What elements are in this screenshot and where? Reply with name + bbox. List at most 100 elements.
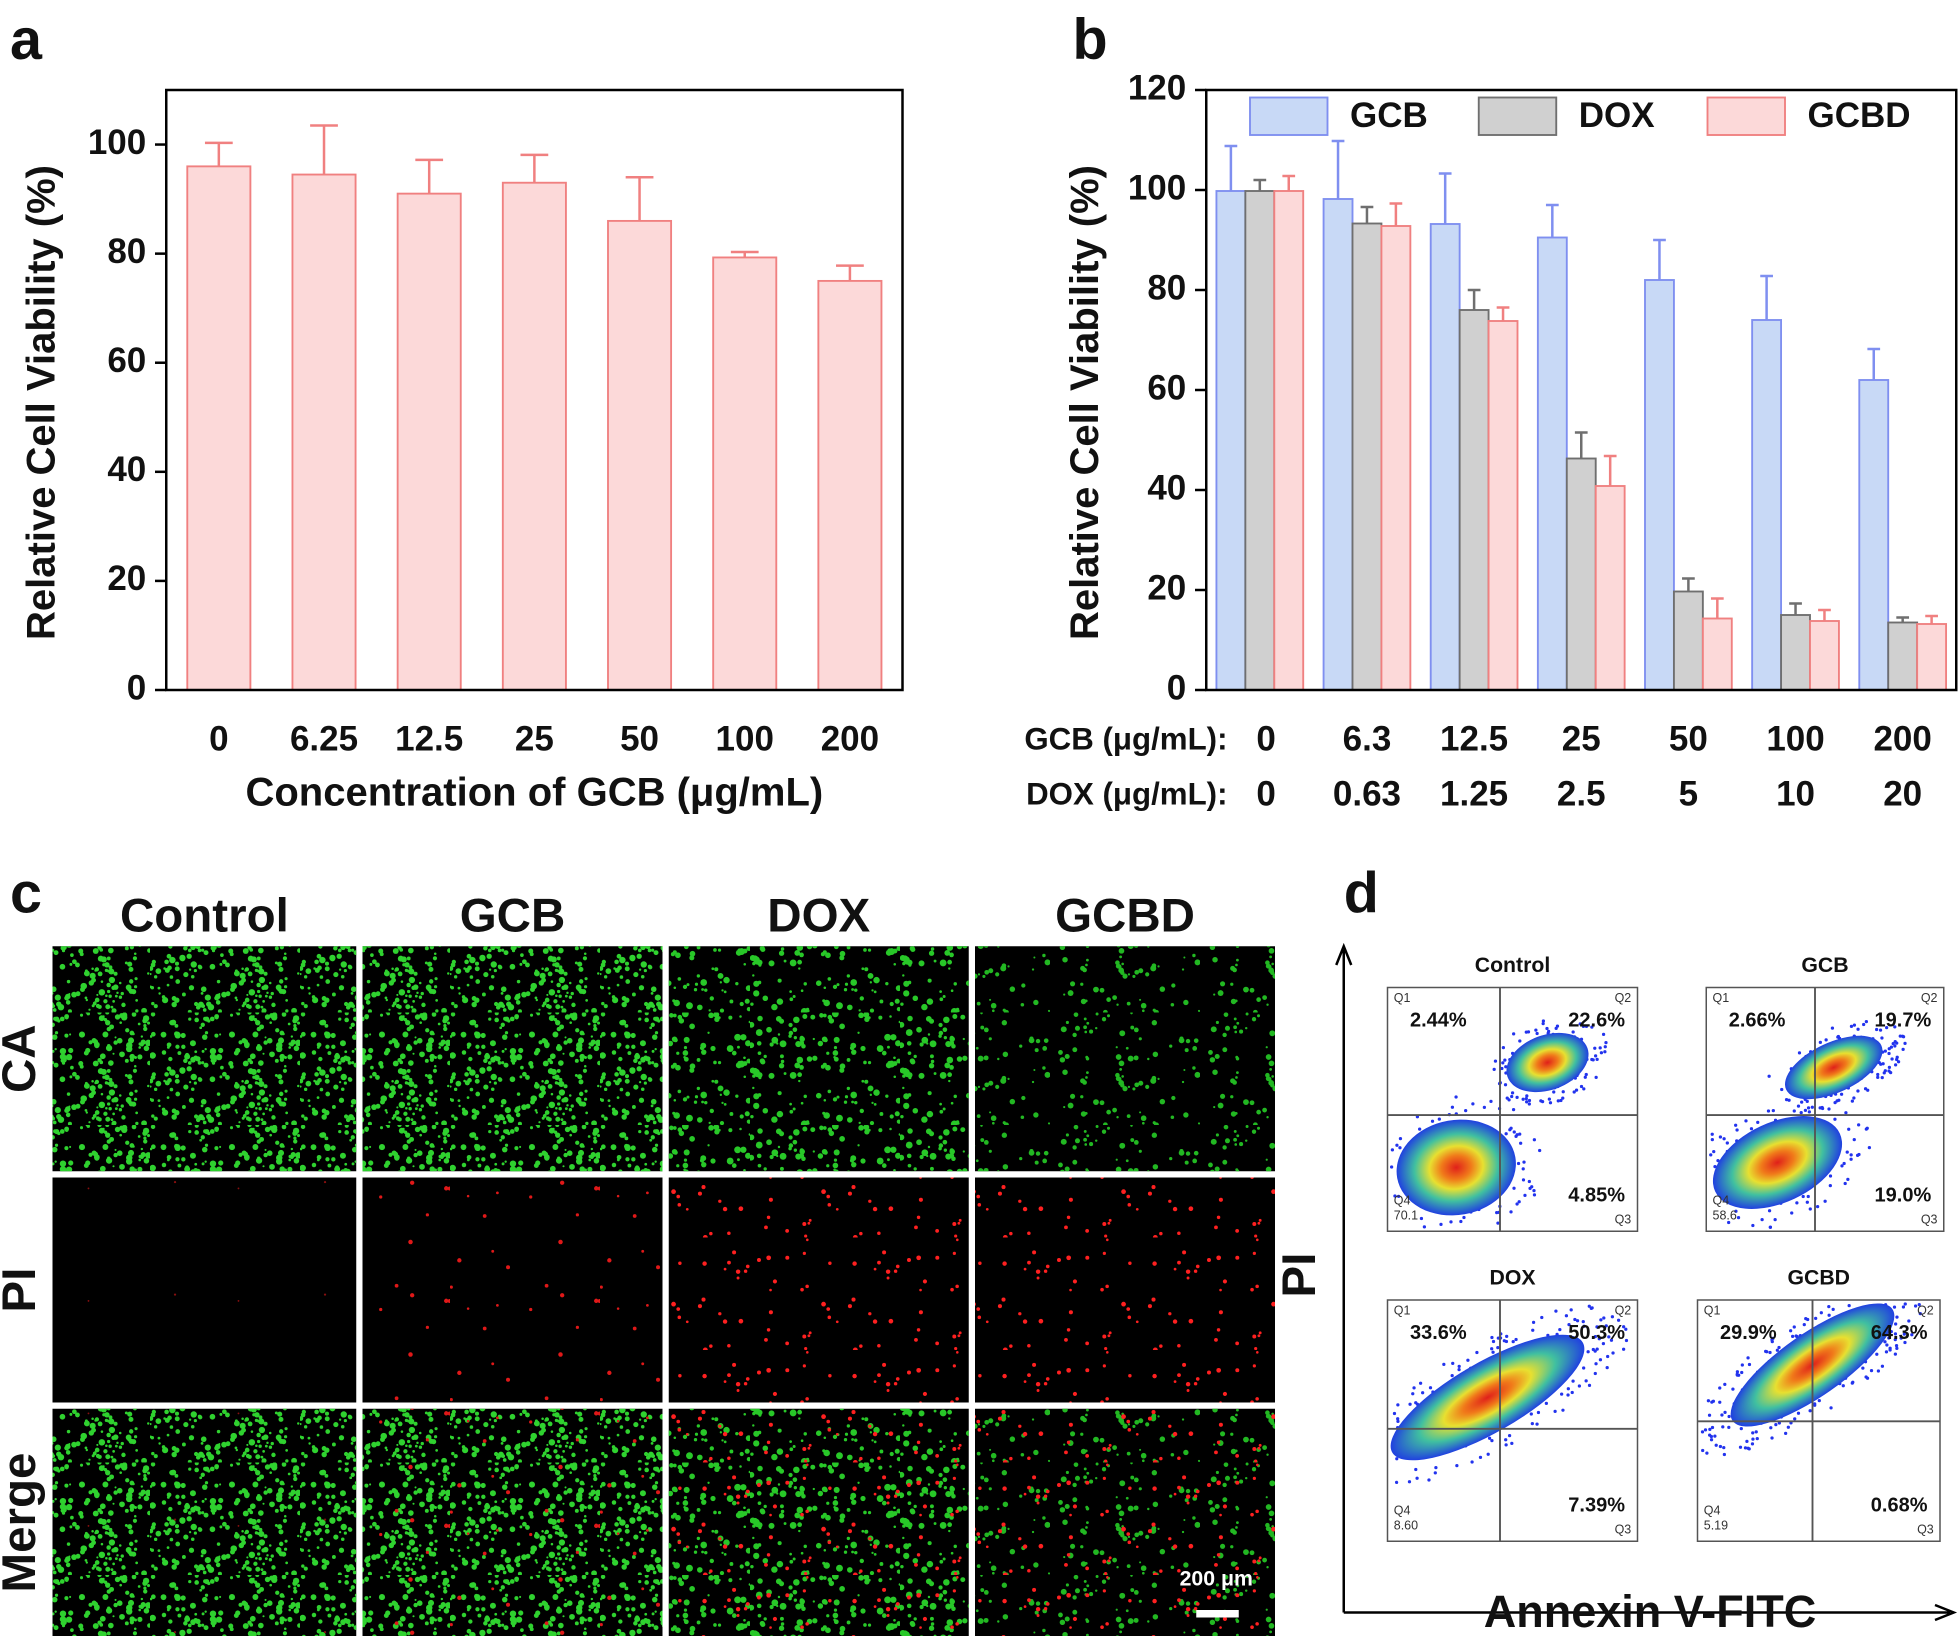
event-dot [1723, 1382, 1727, 1386]
event-dot [1833, 1117, 1837, 1121]
event-dot [1511, 1340, 1515, 1344]
event-dot [1718, 1400, 1722, 1404]
event-dot [1913, 1304, 1918, 1308]
event-dot [1515, 1095, 1519, 1100]
event-dot [1475, 1350, 1479, 1355]
y-tick-label: 60 [107, 341, 146, 380]
event-dot [1504, 1443, 1508, 1447]
event-dot [1770, 1340, 1774, 1344]
x-tick-label: 50 [620, 720, 659, 759]
event-dot [1847, 1303, 1851, 1308]
event-dot [1491, 1350, 1495, 1354]
event-dot [1571, 1030, 1575, 1034]
event-dot [1418, 1381, 1423, 1385]
event-dot [1589, 1306, 1593, 1311]
event-dot [1898, 1034, 1902, 1038]
error-bar [1253, 178, 1267, 191]
event-dot [1591, 1058, 1595, 1062]
event-dot [1899, 1336, 1903, 1340]
event-dot [1802, 1323, 1806, 1327]
event-dot [1893, 1352, 1898, 1356]
event-dot [1852, 1137, 1856, 1142]
legend-label: GCBD [1808, 96, 1911, 135]
x-tick-label: 0.63 [1333, 775, 1401, 814]
event-dot [1850, 1099, 1854, 1103]
event-dot [1901, 1305, 1906, 1309]
green-channel [362, 946, 663, 1172]
event-dot [1486, 1452, 1490, 1456]
red-channel [975, 1408, 1275, 1636]
quadrant-percent: 2.66% [1729, 1010, 1786, 1032]
event-dot [1747, 1447, 1751, 1451]
bar [1887, 621, 1919, 691]
event-dot [1756, 1120, 1760, 1124]
flow-frame [1386, 986, 1639, 1232]
event-dot [1527, 1179, 1531, 1184]
event-dot [1845, 1150, 1849, 1154]
event-dot [1622, 1347, 1626, 1351]
y-tick-label: 20 [107, 559, 146, 598]
event-dot [1605, 1365, 1609, 1370]
event-dot [1771, 1336, 1775, 1341]
event-dot [1796, 1411, 1801, 1415]
event-dot [1602, 1316, 1606, 1320]
red-channel [362, 1408, 663, 1636]
error-bar [1360, 205, 1374, 224]
category-row-label: DOX (μg/mL): [1026, 777, 1227, 812]
event-dot [1895, 1315, 1899, 1319]
event-dot [1707, 1413, 1712, 1417]
event-dot [1709, 1153, 1713, 1157]
event-dot [1850, 1381, 1854, 1385]
event-dot [1556, 1099, 1560, 1103]
event-dot [1885, 1026, 1889, 1030]
event-dot [1767, 1209, 1772, 1213]
event-dot [1770, 1436, 1774, 1440]
event-dot [1512, 1032, 1516, 1036]
event-dot [1529, 1412, 1533, 1416]
event-dot [1918, 1311, 1922, 1316]
event-dot [1538, 1148, 1542, 1153]
micrograph [668, 1177, 969, 1403]
y-tick-label: 40 [1147, 468, 1186, 507]
micrograph [362, 1177, 663, 1403]
event-dot [1810, 1105, 1814, 1109]
bar [1751, 319, 1783, 691]
event-dot [1561, 1408, 1565, 1412]
event-dot [1829, 1406, 1833, 1410]
event-dot [1518, 1039, 1522, 1043]
event-dot [1815, 1205, 1820, 1209]
event-dot [1745, 1439, 1749, 1444]
event-dot [1808, 1207, 1812, 1211]
event-dot [1583, 1075, 1587, 1079]
event-dot [1493, 1059, 1498, 1063]
event-dot [1734, 1123, 1738, 1127]
event-dot [1903, 1340, 1907, 1345]
bar [1273, 190, 1305, 691]
event-dot [1582, 1366, 1586, 1370]
event-dot [1843, 1181, 1847, 1186]
event-dot [1801, 1194, 1805, 1199]
event-dot [1738, 1445, 1743, 1449]
x-axis-title: Concentration of GCB (μg/mL) [245, 771, 823, 815]
error-bar [1710, 597, 1724, 619]
event-dot [1548, 1101, 1553, 1105]
event-dot [1739, 1426, 1743, 1431]
red-channel [52, 1177, 357, 1403]
event-dot [1454, 1095, 1458, 1099]
event-dot [1571, 1379, 1575, 1383]
event-dot [1414, 1467, 1418, 1472]
event-dot [1893, 1025, 1897, 1029]
event-dot [1567, 1323, 1571, 1327]
event-dot [1805, 1099, 1809, 1104]
event-dot [1593, 1046, 1597, 1050]
density-blob [1390, 1334, 1585, 1461]
event-dot [1744, 1119, 1748, 1123]
event-dot [1624, 1338, 1629, 1343]
quadrant-percent: 22.6% [1568, 1010, 1625, 1032]
event-dot [1740, 1370, 1744, 1375]
event-dot [1521, 1178, 1526, 1182]
x-axis-title: Annexin V-FITC [1484, 1586, 1817, 1636]
y-tick-label: 0 [127, 668, 146, 707]
event-dot [1398, 1146, 1402, 1150]
